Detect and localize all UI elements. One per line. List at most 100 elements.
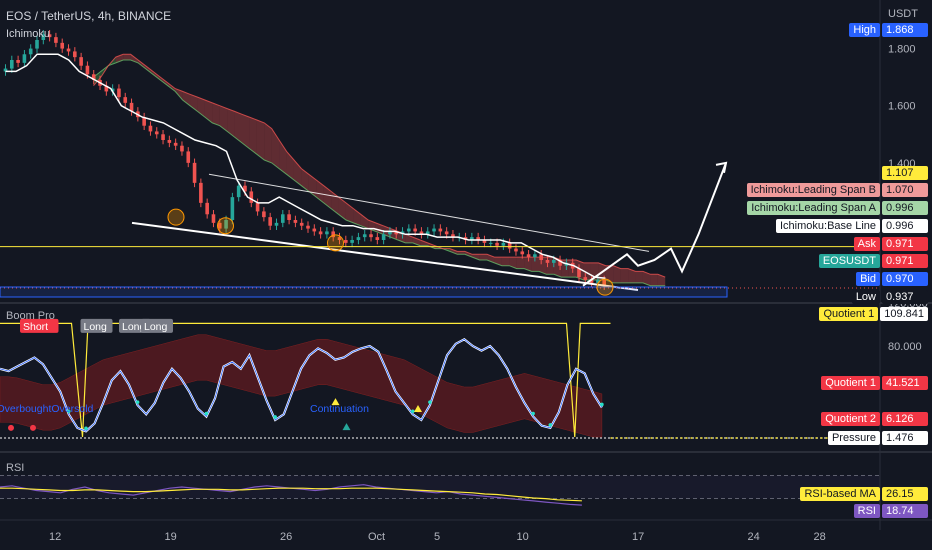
cloud-segment <box>479 254 488 260</box>
price-label-5-value: 0.971 <box>882 254 928 268</box>
price-label-2-value: 0.996 <box>882 201 928 215</box>
candle-body <box>129 102 134 112</box>
candle-body <box>375 237 380 240</box>
osc-label-0-name: Quotient 1 <box>819 307 879 321</box>
cloud-segment <box>635 271 643 283</box>
price-label-1[interactable]: Ichimoku:Leading Span B 1.070 <box>746 183 928 197</box>
osc-tick-label: 80.000 <box>888 341 922 353</box>
osc-label-0[interactable]: Quotient 1 109.841 <box>819 307 928 321</box>
osc-label-2[interactable]: Quotient 2 6.126 <box>821 412 928 426</box>
candle-body <box>199 182 203 203</box>
rsi-pane[interactable] <box>0 475 880 506</box>
signal-marker-text: Short <box>23 321 48 333</box>
symbol-title[interactable]: EOS / TetherUS, 4h, BINANCE <box>6 9 172 23</box>
high-label[interactable]: High 1.868 <box>849 23 928 37</box>
red-dot <box>30 424 36 431</box>
candle-body <box>16 60 20 63</box>
candle-body <box>558 260 562 266</box>
price-label-1-value: 1.070 <box>882 183 928 197</box>
price-label-0[interactable]: 1.107 <box>882 166 928 180</box>
base-line <box>5 53 606 280</box>
green-triangle <box>342 423 351 431</box>
oscillator-title[interactable]: Boom Pro <box>6 310 55 322</box>
candle-body <box>299 222 304 226</box>
quotient1-step-line <box>0 322 611 438</box>
candle-body <box>495 242 499 246</box>
candle-body <box>589 280 594 283</box>
candle-body <box>3 68 8 72</box>
cloud-segment <box>427 242 436 249</box>
price-label-5[interactable]: EOSUSDT 0.971 <box>818 254 928 268</box>
low-label[interactable]: Low 0.937 <box>851 290 928 304</box>
cloud-segment <box>642 271 651 286</box>
cloud-segment <box>234 111 242 143</box>
candle-body <box>73 51 77 58</box>
ichimoku-legend[interactable]: Ichimoku <box>6 28 51 40</box>
cloud-segment <box>323 185 332 209</box>
cloud-segment <box>152 71 161 80</box>
osc-label-3[interactable]: Pressure 1.476 <box>827 431 928 445</box>
candle-body <box>54 37 58 43</box>
candle-body <box>325 231 329 235</box>
candle-body <box>413 228 417 232</box>
high-label-name: High <box>849 23 880 37</box>
price-label-2[interactable]: Ichimoku:Leading Span A 0.996 <box>747 201 928 215</box>
leading-span-a-line <box>93 59 666 287</box>
yellow-triangle <box>331 398 340 406</box>
candle-body <box>255 202 260 212</box>
osc-label-1[interactable]: Quotient 1 41.521 <box>821 376 928 390</box>
candle-body <box>533 254 537 258</box>
osc-label-2-value: 6.126 <box>882 412 928 426</box>
time-tick-label: 24 <box>748 531 760 543</box>
cloud-segment <box>338 197 346 220</box>
candle-body <box>142 117 146 126</box>
osc-label-3-name: Pressure <box>827 431 880 445</box>
cloud-segment <box>501 257 510 266</box>
yellow-triangle <box>414 405 422 412</box>
price-label-0-value: 1.107 <box>882 166 928 180</box>
cloud-segment <box>227 108 235 138</box>
cloud-segment <box>516 257 525 269</box>
price-label-6-value: 0.970 <box>882 272 928 286</box>
support-trendline <box>131 221 639 291</box>
candle-body <box>488 242 493 244</box>
price-pane[interactable] <box>0 30 932 521</box>
candle-body <box>287 214 291 220</box>
candle-body <box>451 234 455 238</box>
rsi-label-1-value: 18.74 <box>882 504 928 518</box>
cloud-segment <box>650 274 658 286</box>
signal-marker-bg <box>80 318 113 333</box>
candle-body <box>425 231 430 235</box>
candle-body <box>356 237 361 240</box>
cloud-segment <box>197 97 205 118</box>
price-label-6[interactable]: Bid 0.970 <box>856 272 928 286</box>
candle-body <box>331 231 336 238</box>
candle-body <box>236 185 241 198</box>
candle-body <box>268 217 272 226</box>
candle-body <box>224 220 228 229</box>
candle-body <box>520 251 525 255</box>
projection-arrowhead <box>715 161 728 174</box>
price-label-3-value: 0.996 <box>882 219 928 233</box>
price-label-4[interactable]: Ask 0.971 <box>853 237 928 251</box>
time-tick-label: 26 <box>280 531 292 543</box>
candle-body <box>274 222 279 226</box>
projection-path <box>582 162 727 287</box>
osc-label-1-name: Quotient 1 <box>821 376 880 390</box>
price-label-3[interactable]: Ichimoku:Base Line 0.996 <box>776 219 928 233</box>
price-label-2-name: Ichimoku:Leading Span A <box>747 201 880 215</box>
candle-body <box>293 220 298 223</box>
candle-body <box>262 211 266 218</box>
candle-body <box>22 54 27 63</box>
rsi-label-0[interactable]: RSI-based MA 26.15 <box>800 487 928 501</box>
low-label-value: 0.937 <box>882 290 928 304</box>
rsi-title[interactable]: RSI <box>6 462 25 474</box>
candle-body <box>211 214 216 223</box>
cloud-segment <box>345 202 354 223</box>
candle-body <box>161 134 165 140</box>
rsi-label-1[interactable]: RSI 18.74 <box>853 504 928 518</box>
cloud-segment <box>271 128 280 169</box>
